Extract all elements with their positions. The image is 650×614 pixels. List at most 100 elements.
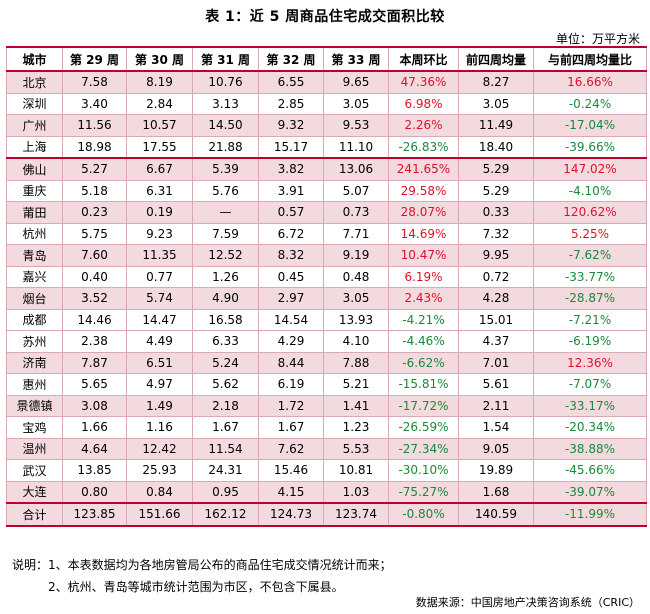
cell-vsavg: 5.25%	[533, 222, 647, 245]
cell-avg4: 4.28	[458, 287, 534, 310]
header-week31: 第 31 周	[192, 46, 259, 72]
cell-avg4: 8.27	[458, 70, 534, 94]
cell-w30: 0.84	[126, 480, 193, 504]
cell-w31: 5.62	[192, 373, 259, 396]
cell-wow: -26.59%	[388, 416, 459, 439]
cell-wow: 29.58%	[388, 179, 459, 202]
cell-w30: 14.47	[126, 308, 193, 331]
cell-w32: 8.44	[258, 351, 324, 374]
cell-wow: 6.19%	[388, 265, 459, 288]
cell-w29: 7.87	[62, 351, 127, 374]
cell-w31: 7.59	[192, 222, 259, 245]
cell-avg4: 9.95	[458, 244, 534, 267]
cell-w29: 0.80	[62, 480, 127, 504]
cell-wow: 47.36%	[388, 70, 459, 94]
cell-w29: 3.52	[62, 287, 127, 310]
cell-w33: 9.53	[323, 114, 389, 137]
cell-avg4: 15.01	[458, 308, 534, 331]
cell-w29: 18.98	[62, 135, 127, 159]
cell-w29: 5.75	[62, 222, 127, 245]
cell-w29: 5.65	[62, 373, 127, 396]
cell-wow: -26.83%	[388, 135, 459, 159]
cell-w32: 4.15	[258, 480, 324, 504]
cell-w30: 2.84	[126, 92, 193, 115]
cell-w30: 0.77	[126, 265, 193, 288]
cell-w29: 5.27	[62, 157, 127, 181]
cell-city: 北京	[6, 70, 63, 94]
header-row: 城市 第 29 周 第 30 周 第 31 周 第 32 周 第 33 周 本周…	[6, 46, 647, 72]
cell-w30: 8.19	[126, 70, 193, 94]
table-row: 苏州 2.38 4.49 6.33 4.29 4.10 -4.46% 4.37 -6.19%	[6, 330, 647, 353]
cell-city: 大连	[6, 480, 63, 504]
header-avg4: 前四周均量	[458, 46, 534, 72]
cell-w32: 4.29	[258, 330, 324, 353]
cell-w30: 17.55	[126, 135, 193, 159]
cell-w33: 123.74	[323, 502, 389, 527]
cell-w29: 2.38	[62, 330, 127, 353]
cell-w31: 16.58	[192, 308, 259, 331]
cell-w33: 13.06	[323, 157, 389, 181]
cell-city: 武汉	[6, 459, 63, 482]
cell-w32: 15.17	[258, 135, 324, 159]
area-comparison-table: 城市 第 29 周 第 30 周 第 31 周 第 32 周 第 33 周 本周…	[6, 46, 647, 527]
cell-avg4: 4.37	[458, 330, 534, 353]
cell-avg4: 1.68	[458, 480, 534, 504]
cell-w31: 3.13	[192, 92, 259, 115]
cell-w32: 9.32	[258, 114, 324, 137]
table-title: 表 1：近 5 周商品住宅成交面积比较	[205, 9, 445, 25]
cell-vsavg: 147.02%	[533, 157, 647, 181]
table-row: 嘉兴 0.40 0.77 1.26 0.45 0.48 6.19% 0.72 -33.77%	[6, 265, 647, 288]
table-row: 莆田 0.23 0.19—0.57 0.73 28.07% 0.33 120.62%	[6, 201, 647, 224]
cell-city: 上海	[6, 135, 63, 159]
cell-w29: 5.18	[62, 179, 127, 202]
header-week30: 第 30 周	[126, 46, 193, 72]
cell-w32: 124.73	[258, 502, 324, 527]
cell-w33: 7.88	[323, 351, 389, 374]
table-row: 北京 7.58 8.19 10.76 6.55 9.65 47.36% 8.27 16.66%	[6, 70, 647, 94]
cell-w30: 1.16	[126, 416, 193, 439]
cell-avg4: 11.49	[458, 114, 534, 137]
cell-wow: -75.27%	[388, 480, 459, 504]
cell-vsavg: 12.36%	[533, 351, 647, 374]
cell-wow: 28.07%	[388, 201, 459, 224]
cell-w30: 5.74	[126, 287, 193, 310]
cell-w29: 11.56	[62, 114, 127, 137]
cell-w29: 1.66	[62, 416, 127, 439]
table-row: 重庆 5.18 6.31 5.76 3.91 5.07 29.58% 5.29 -4.10%	[6, 179, 647, 202]
table-row: 大连 0.80 0.84 0.95 4.15 1.03 -75.27% 1.68 -39.07%	[6, 480, 647, 504]
table-row: 惠州 5.65 4.97 5.62 6.19 5.21 -15.81% 5.61 -7.07%	[6, 373, 647, 396]
table-body: 北京 7.58 8.19 10.76 6.55 9.65 47.36% 8.27 16.66% 深…	[6, 70, 647, 527]
total-row: 合计 123.85 151.66 162.12 124.73 123.74 -0.80% 14…	[6, 502, 647, 527]
cell-w30: 1.49	[126, 394, 193, 417]
cell-wow: -4.46%	[388, 330, 459, 353]
cell-vsavg: -17.04%	[533, 114, 647, 137]
cell-city: 成都	[6, 308, 63, 331]
cell-w33: 5.53	[323, 437, 389, 460]
notes: 说明：1、本表数据均为各地房管局公布的商品住宅成交情况统计而来； 2、杭州、青岛…	[12, 554, 392, 598]
cell-vsavg: -28.87%	[533, 287, 647, 310]
cell-w30: 10.57	[126, 114, 193, 137]
cell-wow: -17.72%	[388, 394, 459, 417]
cell-wow: -6.62%	[388, 351, 459, 374]
cell-w33: 13.93	[323, 308, 389, 331]
cell-w31: 162.12	[192, 502, 259, 527]
cell-avg4: 7.32	[458, 222, 534, 245]
cell-w29: 7.58	[62, 70, 127, 94]
cell-wow: -30.10%	[388, 459, 459, 482]
cell-w31: 10.76	[192, 70, 259, 94]
cell-wow: 14.69%	[388, 222, 459, 245]
cell-w33: 0.73	[323, 201, 389, 224]
cell-w31: 1.26	[192, 265, 259, 288]
cell-w32: 0.57	[258, 201, 324, 224]
cell-w32: 2.97	[258, 287, 324, 310]
table-row: 青岛 7.60 11.35 12.52 8.32 9.19 10.47% 9.95 -7.62%	[6, 244, 647, 267]
cell-w32: 14.54	[258, 308, 324, 331]
cell-city: 温州	[6, 437, 63, 460]
cell-city: 景德镇	[6, 394, 63, 417]
table-row: 烟台 3.52 5.74 4.90 2.97 3.05 2.43% 4.28 -28.87%	[6, 287, 647, 310]
cell-w31: 0.95	[192, 480, 259, 504]
cell-vsavg: -0.24%	[533, 92, 647, 115]
cell-w29: 3.08	[62, 394, 127, 417]
cell-w29: 123.85	[62, 502, 127, 527]
cell-w31: 12.52	[192, 244, 259, 267]
